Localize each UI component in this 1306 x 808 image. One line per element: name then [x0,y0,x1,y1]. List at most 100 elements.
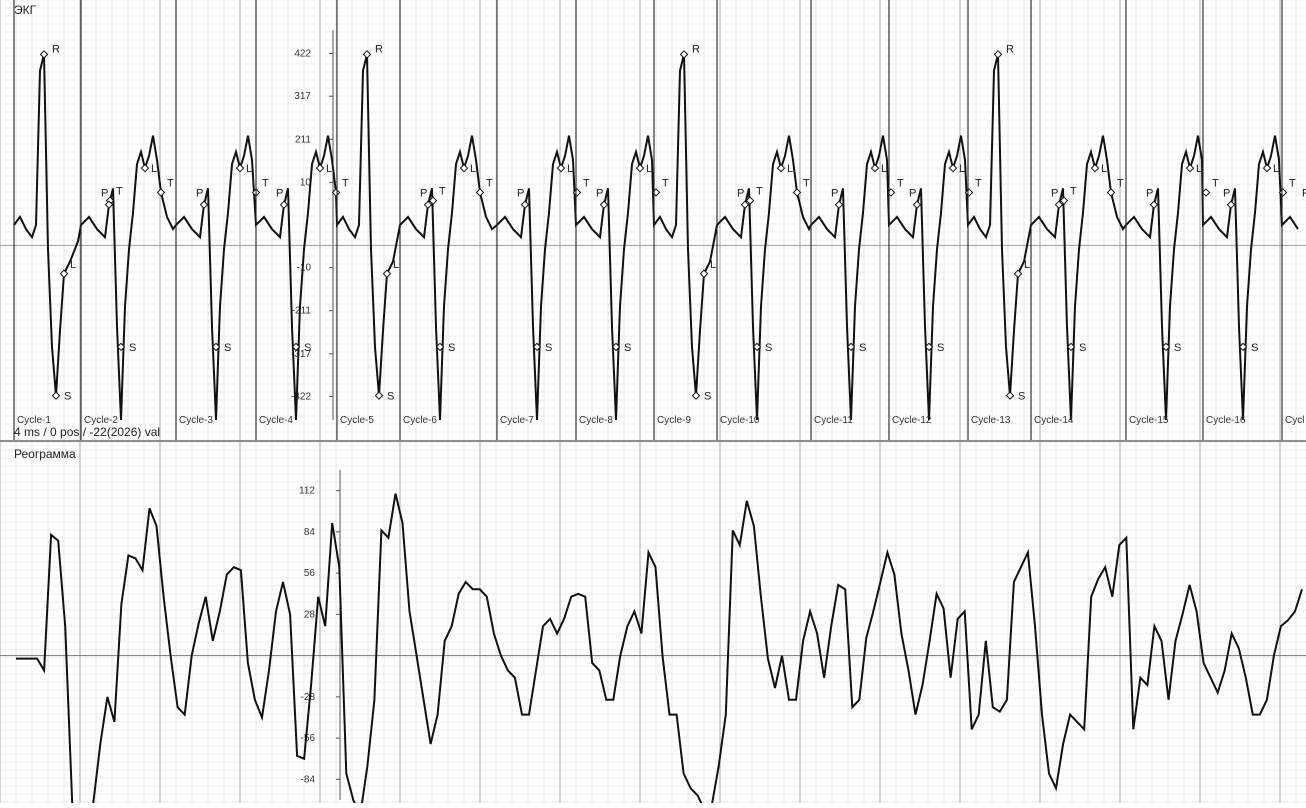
ecg-marker [993,50,1003,59]
ecg-point-label: S [1174,342,1181,354]
ecg-marker [740,200,750,209]
ecg-marker [1059,196,1069,205]
ecg-marker [104,200,114,209]
ecg-point-label: T [975,178,982,190]
ecg-marker [691,391,701,400]
ecg-point-label: S [545,342,552,354]
ecg-point-label: R [1006,43,1014,55]
ecg-marker [199,200,209,209]
ecg-point-label: L [1024,259,1030,271]
ecg-marker [1278,188,1288,197]
ecg-y-axis: 422 317 211 10 -10 -211 -317 -422 [0,30,1306,420]
ecg-point-label: L [246,163,252,175]
ecg-point-label: T [897,178,904,190]
ecg-point-label: L [1196,163,1202,175]
cycle-label: Cycle-3 [179,415,213,426]
ecg-point-label: L [710,259,716,271]
ecg-marker [59,269,69,278]
ecg-marker [382,269,392,278]
ecg-point-label: L [393,259,399,271]
cycle-label: Cycle-9 [657,415,691,426]
ecg-point-label: P [1146,188,1153,200]
ecg-marker [834,200,844,209]
ecg-y-tick-label: 211 [295,134,311,145]
ecg-point-label: L [1273,163,1279,175]
cycle-label: Cycle-5 [340,415,374,426]
ecg-point-label: P [517,188,524,200]
ecg-point-label: P [831,188,838,200]
ecg-marker [924,342,934,352]
ecg-marker [1226,200,1236,209]
ecg-point-label: S [624,342,631,354]
ecg-point-label: T [167,178,174,190]
ecg-marker [235,163,245,173]
cursor-status: 4 ms / 0 pos / -22(2026) val [14,425,160,439]
ecg-marker [423,200,433,209]
ecg-marker [1161,342,1171,352]
ecg-marker [1238,342,1248,352]
ecg-point-label: P [276,188,283,200]
ecg-point-label: P [737,188,744,200]
ecg-point-label: L [567,163,573,175]
ecg-point-label: R [52,43,60,55]
ecg-point-label: S [1018,391,1025,403]
ecg-y-tick-label: 10 [300,177,312,188]
ecg-point-label: S [1251,342,1258,354]
ecg-point-label: T [1212,178,1219,190]
ecg-point-label: S [224,342,231,354]
ecg-point-label: L [881,163,887,175]
reo-y-tick-label: -28 [301,692,316,703]
ecg-marker [116,342,126,352]
ecg-marker [435,342,445,352]
ecg-point-label: T [756,186,763,198]
cycle-label: Cycle-1 [17,415,51,426]
ecg-marker [315,163,325,173]
ecg-marker [475,188,485,197]
reo-y-tick-label: 112 [299,486,315,497]
cycle-label: Cycle-4 [259,415,293,426]
cycle-label: Cycle-12 [892,415,932,426]
ecg-marker [1013,269,1023,278]
ecg-point-label: P [1223,188,1230,200]
ecg-marker [211,342,221,352]
ecg-point-label: S [937,342,944,354]
ecg-point-label: L [646,163,652,175]
cycle-label: Cycle-13 [971,415,1011,426]
ecg-marker [291,342,301,352]
ecg-point-label: L [959,163,965,175]
ecg-point-label: T [342,178,349,190]
ecg-point-label: S [304,342,311,354]
cycle-label: Cycle-16 [1206,415,1246,426]
ecg-point-label: T [1070,186,1077,198]
ecg-point-label: S [129,342,136,354]
ecg-marker [362,50,372,59]
ecg-marker [948,163,958,173]
ecg-marker [1149,200,1159,209]
ecg-marker [1005,391,1015,400]
ecg-marker [699,269,709,278]
ecg-point-label: S [704,391,711,403]
ecg-point-label: T [1117,178,1124,190]
ecg-point-label: P [420,188,427,200]
ecg-marker [51,391,61,400]
cycle-label: Cycle-10 [720,415,760,426]
ecg-marker [1185,163,1195,173]
cycle-label: Cycle-14 [1034,415,1074,426]
ecg-point-label: P [1302,188,1306,200]
ecg-marker [279,200,289,209]
reo-y-tick-label: 84 [304,527,316,538]
ecg-panel-title: ЭКГ [14,3,37,17]
ecg-point-label: T [803,178,810,190]
ecg-marker [1262,163,1272,173]
ecg-marker [792,188,802,197]
reo-y-tick-label: -56 [301,733,316,744]
ecg-y-tick-label: -422 [291,391,311,402]
reo-trace [16,493,1303,808]
ecg-point-label: P [909,188,916,200]
reo-trace-group [16,493,1303,808]
ecg-point-label: T [439,186,446,198]
ecg-marker [635,163,645,173]
ecg-point-label: L [326,163,332,175]
ecg-point-label: P [596,188,603,200]
